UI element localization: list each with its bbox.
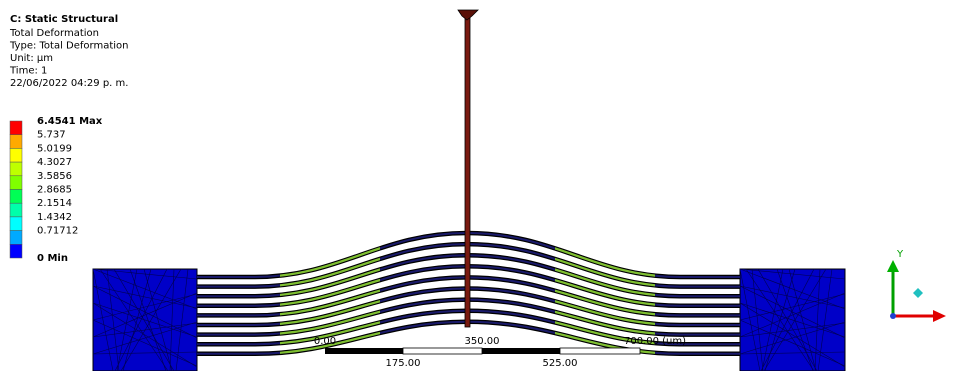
scale-bar (325, 348, 640, 354)
viewport: C: Static Structural Total Deformation Ty… (0, 0, 956, 371)
legend-label: 3.5856 (37, 171, 72, 182)
legend-swatch (10, 231, 22, 245)
legend-swatch (10, 190, 22, 204)
legend: 6.4541 Max 5.737 5.0199 4.3027 3.5856 2.8685 2… (10, 116, 103, 264)
legend-swatch (10, 217, 22, 231)
legend-swatch (10, 148, 22, 162)
scale-label: 175.00 (386, 358, 421, 369)
scale-label: 700.00 (um) (624, 336, 686, 347)
legend-swatch (10, 203, 22, 217)
legend-label: 5.737 (37, 130, 66, 141)
triad (887, 260, 946, 322)
legend-swatch (10, 176, 22, 190)
title: C: Static Structural (10, 14, 118, 25)
legend-label: 2.1514 (37, 198, 72, 209)
scale-label: 0.00 (314, 336, 336, 347)
scale-label: 350.00 (465, 336, 500, 347)
legend-label: 2.8685 (37, 185, 72, 196)
header-line: Unit: µm (10, 53, 53, 64)
legend-swatch (10, 162, 22, 176)
axis-label: Y (896, 249, 904, 260)
legend-label: 0 Min (37, 253, 68, 264)
scale-label: 525.00 (543, 358, 578, 369)
legend-swatch (10, 121, 22, 135)
legend-label: 5.0199 (37, 143, 72, 154)
header-lines: Total Deformation Type: Total Deformation… (9, 28, 129, 89)
header-line: Time: 1 (9, 66, 47, 77)
legend-swatch (10, 244, 22, 258)
legend-label: 6.4541 Max (37, 116, 103, 127)
legend-swatch (10, 135, 22, 149)
legend-label: 1.4342 (37, 212, 72, 223)
header-line: Type: Total Deformation (9, 41, 129, 52)
header-line: Total Deformation (9, 28, 99, 39)
header-line: 22/06/2022 04:29 p. m. (10, 78, 128, 89)
legend-label: 0.71712 (37, 226, 78, 237)
legend-label: 4.3027 (37, 157, 72, 168)
